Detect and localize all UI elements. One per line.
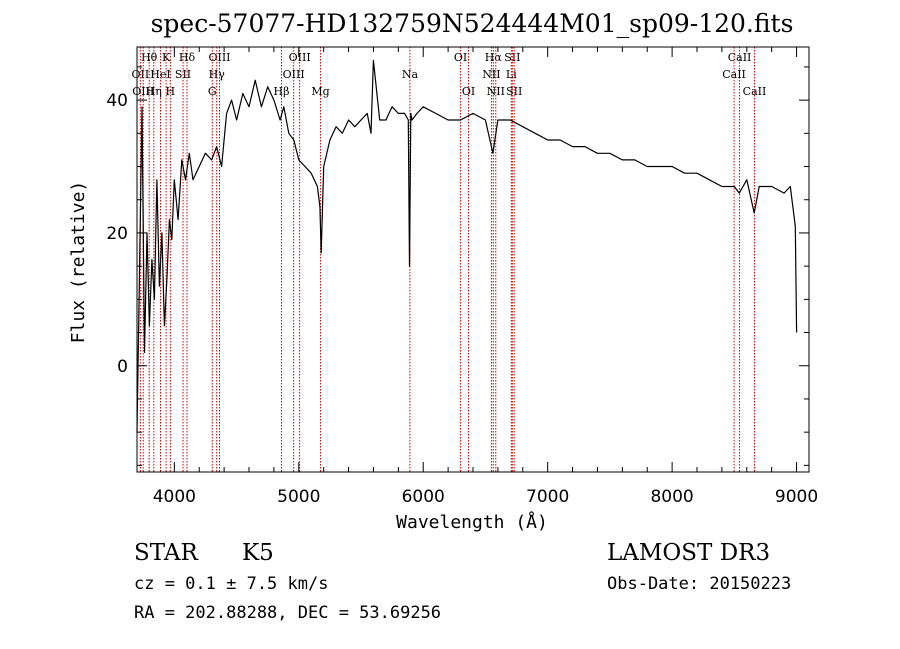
line-marker-label: H: [166, 85, 176, 98]
line-marker-label: G: [208, 85, 217, 98]
line-marker-label: OIII: [132, 85, 154, 98]
line-marker-label: Hα: [485, 51, 503, 64]
line-marker-label: Hγ: [209, 68, 226, 81]
x-axis-label: Wavelength (Å): [396, 511, 548, 533]
y-tick-label: 0: [117, 357, 128, 377]
ra-dec-coords: RA = 202.88288, DEC = 53.69256: [134, 603, 442, 623]
y-tick-label: 40: [106, 91, 128, 111]
line-marker-label: CaII: [728, 51, 752, 64]
axis-ticks: 4000 5000 6000 7000 8000 9000 0 20 40: [106, 47, 818, 507]
y-tick-label: 20: [106, 224, 128, 244]
line-marker-label: SII: [506, 85, 522, 98]
line-marker-label: OIII: [289, 51, 311, 64]
x-tick-label: 7000: [526, 487, 569, 507]
x-tick-label: 5000: [277, 487, 320, 507]
plot-frame: [136, 46, 810, 473]
line-marker-label: OIII: [283, 68, 305, 81]
line-marker-label: SII: [175, 68, 191, 81]
obs-date: Obs-Date: 20150223: [607, 574, 792, 594]
x-tick-label: 9000: [775, 487, 818, 507]
x-tick-label: 8000: [650, 487, 693, 507]
line-marker-label: NII: [482, 68, 500, 81]
line-marker-label: Na: [402, 68, 419, 81]
line-marker-label: OI: [454, 51, 467, 64]
x-tick-label: 6000: [402, 487, 445, 507]
object-subclass: K5: [242, 540, 274, 566]
line-marker-label: OIII: [208, 51, 230, 64]
redshift-cz: cz = 0.1 ± 7.5 km/s: [134, 574, 329, 594]
object-class: STAR: [134, 540, 198, 566]
y-axis-label: Flux (relative): [68, 181, 89, 344]
spectrum-line-0: [136, 59, 798, 433]
line-marker-label: OI: [462, 85, 475, 98]
line-marker-label: CaII: [743, 85, 767, 98]
line-marker-label: Hη: [146, 85, 162, 98]
line-marker-label: Mg: [311, 85, 329, 98]
line-marker-label: OII: [132, 68, 150, 81]
line-marker-label: K: [162, 51, 171, 64]
line-marker-label: HeI: [150, 68, 170, 81]
line-marker-label: SII: [504, 51, 520, 64]
spectrum-series: [136, 59, 798, 433]
chart-title: spec-57077-HD132759N524444M01_sp09-120.f…: [151, 9, 794, 38]
line-marker-label: Li: [506, 68, 517, 81]
line-marker-label: CaII: [722, 68, 746, 81]
survey-name: LAMOST DR3: [607, 540, 771, 566]
line-marker-label: Hδ: [179, 51, 196, 64]
x-tick-label: 4000: [153, 487, 196, 507]
line-marker-label: Hβ: [274, 85, 290, 98]
line-marker-label: NII: [487, 85, 505, 98]
